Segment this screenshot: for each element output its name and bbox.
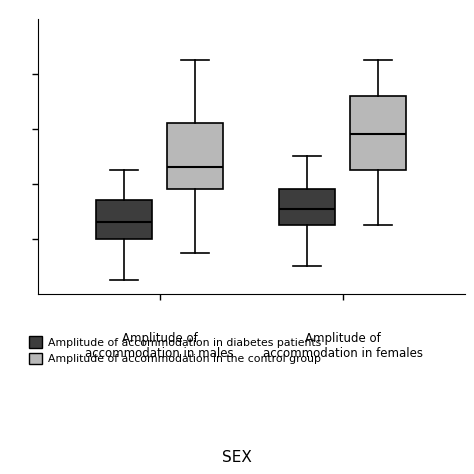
PathPatch shape — [167, 123, 223, 190]
Text: Amplitude of
accommodation in males: Amplitude of accommodation in males — [85, 332, 234, 360]
PathPatch shape — [350, 96, 406, 170]
Text: Amplitude of
accommodation in females: Amplitude of accommodation in females — [263, 332, 423, 360]
PathPatch shape — [279, 190, 335, 225]
Legend: Amplitude of accommodation in diabetes patients, Amplitude of accommodation in t: Amplitude of accommodation in diabetes p… — [29, 337, 321, 365]
Text: SEX: SEX — [222, 449, 252, 465]
PathPatch shape — [96, 201, 152, 239]
